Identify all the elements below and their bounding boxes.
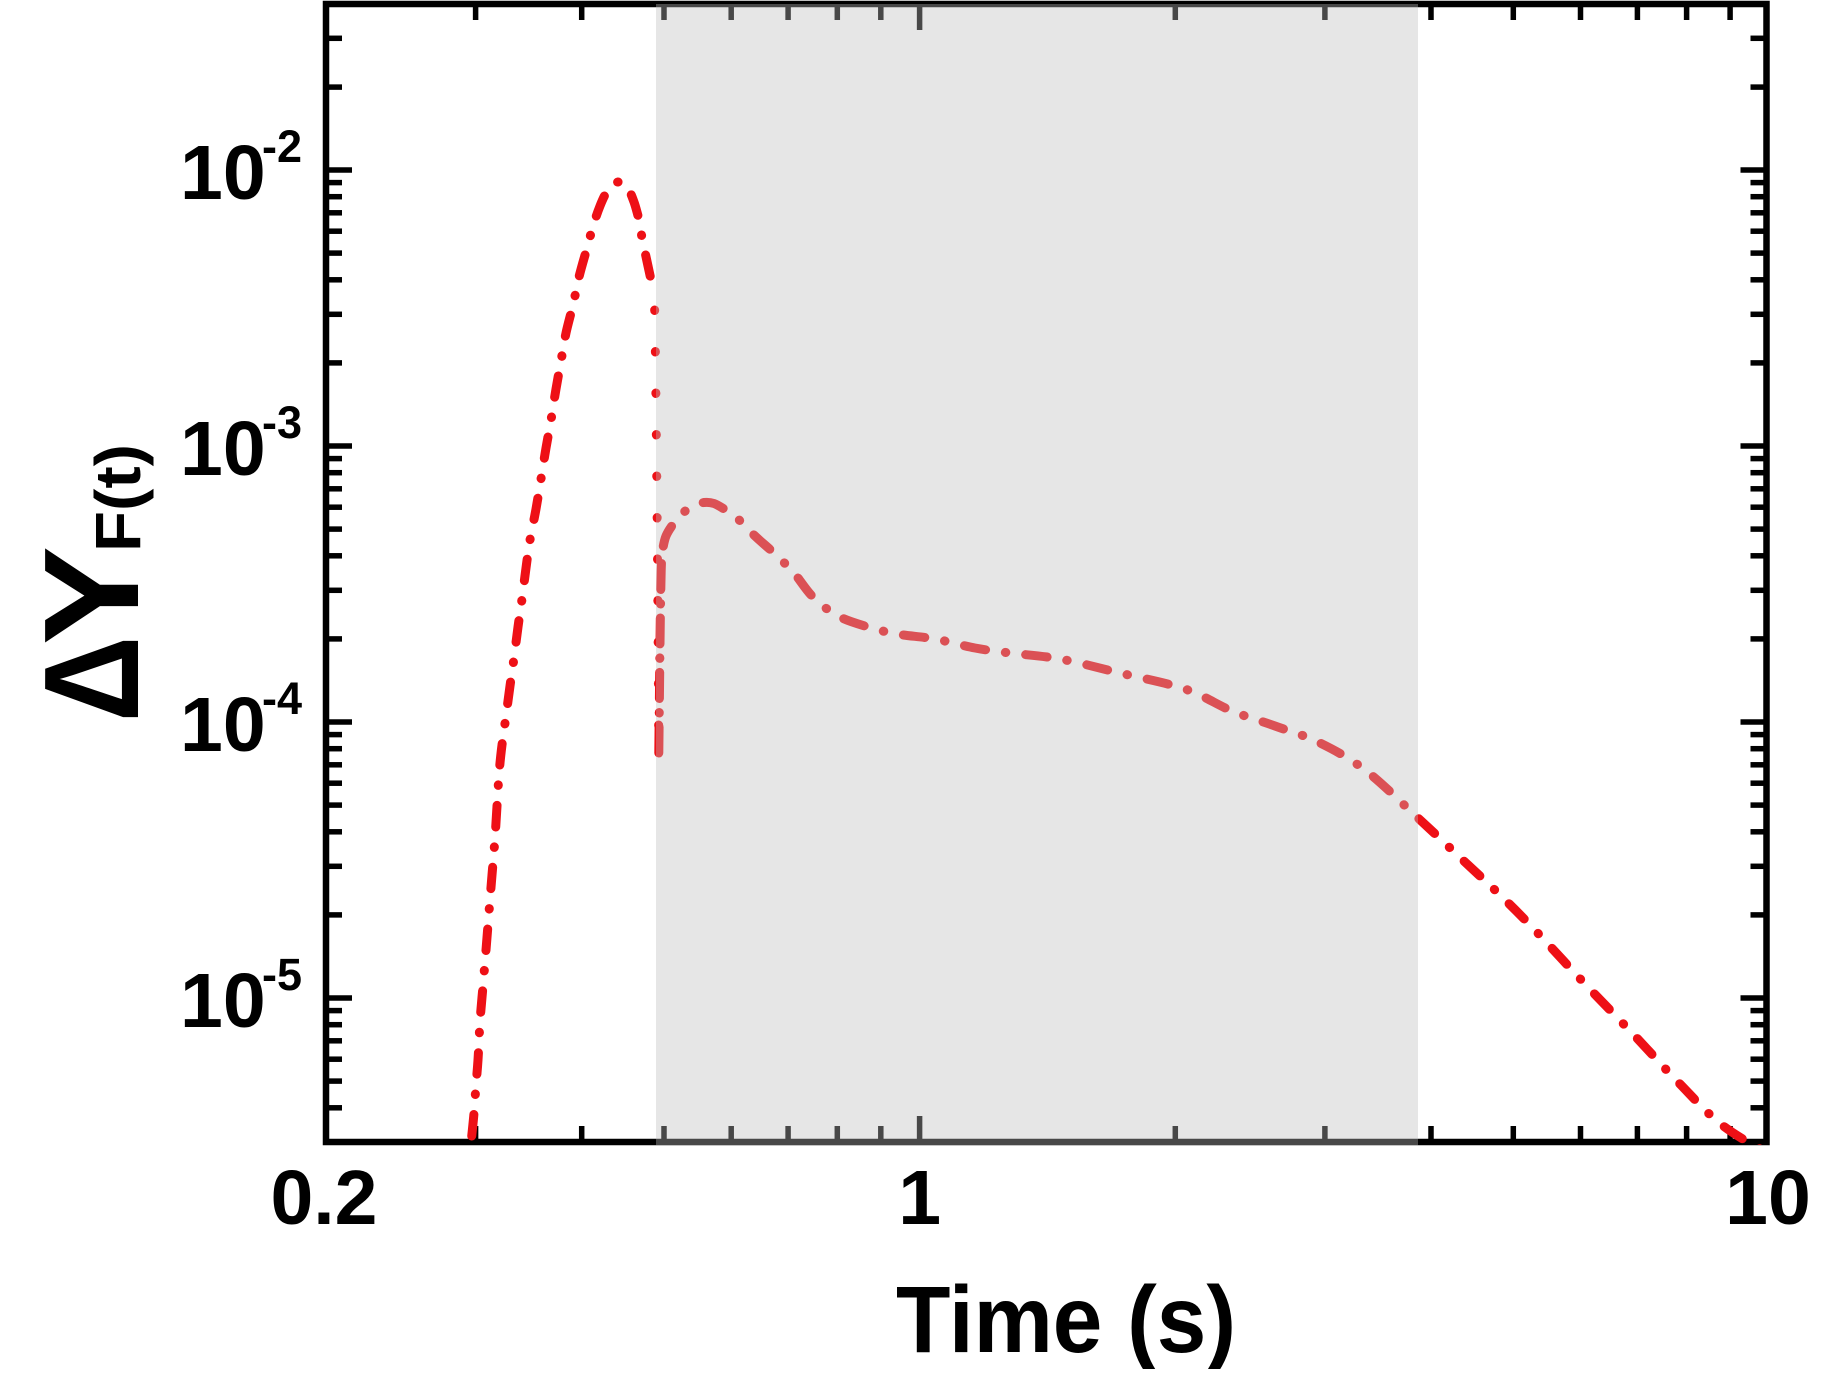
svg-text:10: 10 bbox=[180, 682, 266, 768]
svg-text:-3: -3 bbox=[262, 397, 302, 448]
svg-text:Time (s): Time (s) bbox=[896, 1267, 1236, 1369]
svg-text:10: 10 bbox=[180, 958, 266, 1044]
svg-text:10: 10 bbox=[180, 130, 266, 216]
svg-text:-4: -4 bbox=[262, 673, 302, 724]
svg-text:1: 1 bbox=[898, 1155, 941, 1241]
svg-text:F(t): F(t) bbox=[82, 444, 154, 552]
svg-text:10: 10 bbox=[1725, 1155, 1811, 1241]
svg-text:-5: -5 bbox=[262, 949, 302, 1000]
svg-text:0.2: 0.2 bbox=[270, 1155, 377, 1241]
svg-text:Δ: Δ bbox=[16, 636, 167, 722]
svg-text:-2: -2 bbox=[262, 121, 302, 172]
svg-text:10: 10 bbox=[180, 406, 266, 492]
svg-text:Y: Y bbox=[16, 546, 167, 645]
